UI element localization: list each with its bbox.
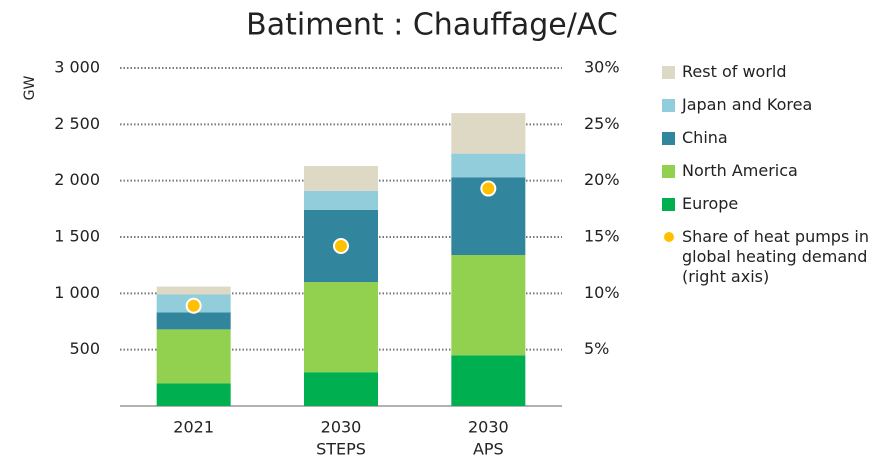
legend-swatch [664, 232, 674, 242]
y2-tick-label: 5% [584, 339, 609, 358]
y2-tick-label: 30% [584, 58, 620, 77]
x-tick-label: APS [473, 440, 504, 459]
share-point [333, 238, 349, 255]
bar-segment [451, 355, 526, 406]
y-tick-label: 3 000 [54, 58, 100, 77]
legend-label: North America [682, 161, 798, 180]
bar-segment [156, 383, 231, 406]
legend-item: China [662, 128, 877, 148]
legend-label: Japan and Korea [682, 95, 813, 114]
x-tick-label: 2030 [468, 418, 509, 437]
y2-tick-label: 15% [584, 227, 620, 246]
bar-segment [304, 166, 378, 191]
y-tick-label: 1 500 [54, 227, 100, 246]
legend-swatch [662, 198, 675, 211]
x-tick-label: 2021 [173, 418, 214, 437]
legend-label: China [682, 128, 728, 147]
y-tick-label: 1 000 [54, 283, 100, 302]
legend-swatch [662, 132, 675, 145]
y2-tick-label: 10% [584, 283, 620, 302]
legend-item: Japan and Korea [662, 95, 877, 115]
y-axis-label: GW [22, 76, 38, 101]
y-tick-label: 2 000 [54, 170, 100, 189]
y2-tick-label: 20% [584, 170, 620, 189]
legend-item: Share of heat pumps in global heating de… [662, 227, 877, 287]
bar-segment [304, 190, 378, 210]
legend-item: Rest of world [662, 62, 877, 82]
legend: Rest of world Japan and Korea China North A… [662, 62, 877, 300]
bar-segment [304, 282, 378, 373]
x-tick-label: 2030 [321, 418, 362, 437]
y-tick-label: 500 [69, 339, 100, 358]
chart-title: Batiment : Chauffage/AC [246, 8, 618, 43]
bar-segment [304, 372, 378, 406]
legend-item: Europe [662, 194, 877, 214]
legend-label: Europe [682, 194, 739, 213]
bar-segment [156, 312, 231, 330]
legend-item: North America [662, 161, 877, 181]
y2-tick-label: 25% [584, 114, 620, 133]
legend-swatch [662, 165, 675, 178]
bar-segment [156, 329, 231, 384]
legend-swatch [662, 66, 675, 79]
bar-segment [156, 286, 231, 295]
share-point [185, 297, 202, 314]
legend-swatch [662, 99, 675, 112]
share-point [480, 180, 497, 197]
legend-label: Share of heat pumps in global heating de… [682, 227, 869, 286]
bar-segment [451, 153, 526, 178]
y-tick-label: 2 500 [54, 114, 100, 133]
legend-label: Rest of world [682, 62, 787, 81]
x-tick-label: STEPS [316, 440, 366, 459]
bar-segment [451, 255, 526, 356]
bar-segment [451, 113, 526, 154]
